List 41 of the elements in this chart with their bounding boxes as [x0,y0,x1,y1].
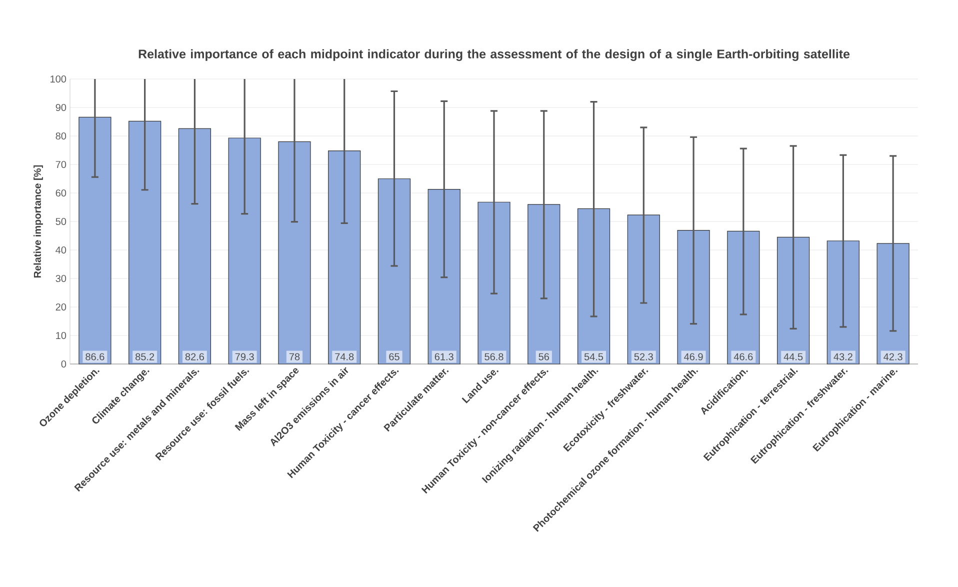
bar [228,138,261,364]
bar [128,120,162,364]
data-label: 46.6 [734,353,753,360]
y-tick-label: 30 [56,274,66,282]
y-tick-label: 0 [61,360,66,368]
data-label: 43.2 [834,353,852,360]
data-label: 52.3 [634,353,653,360]
y-tick-label: 90 [56,104,66,112]
data-label: 42.3 [884,353,902,360]
bar [428,188,460,364]
data-label: 56.8 [484,353,504,360]
data-label: 54.5 [584,353,604,360]
bar [528,204,560,364]
data-label: 74.8 [335,353,354,360]
data-label: 86.6 [86,353,104,360]
y-tick-label: 40 [56,246,66,254]
bar [378,178,411,364]
data-label: 78 [289,353,300,360]
y-tick-label: 70 [56,160,66,168]
data-label: 61.3 [434,353,454,360]
data-label: 56 [538,353,550,360]
data-label: 85.2 [136,353,154,360]
y-axis-title: Relative importance [%] [34,165,43,278]
bar [478,202,510,364]
data-label: 44.5 [784,353,803,360]
chart-title: Relative importance of each midpoint indicator during the assessment of the design of a single Earth-orbiting satellite [138,49,850,61]
bar [78,116,112,364]
y-tick-label: 60 [56,189,66,197]
y-tick-label: 80 [56,132,66,140]
data-label: 79.3 [235,353,254,360]
y-tick-label: 50 [56,218,66,226]
data-label: 65 [389,353,400,360]
data-label: 46.9 [684,353,703,360]
y-tick-label: 20 [56,303,66,311]
bar [577,208,610,364]
y-tick-label: 10 [56,332,66,340]
bar [178,128,212,364]
y-tick-label: 100 [50,75,66,83]
bar [278,141,311,364]
bar [328,150,361,364]
data-label: 82.6 [185,353,204,360]
